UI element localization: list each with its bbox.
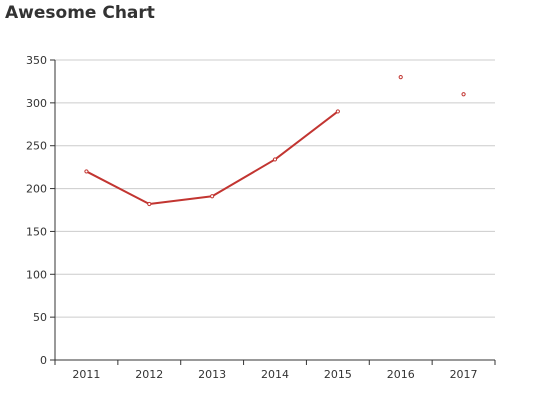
x-axis-tick-labels: 2011 2012 2013 2014 2015 2016 2017 (72, 368, 477, 381)
data-points (84, 75, 466, 207)
data-point (461, 92, 466, 97)
data-point (210, 194, 215, 199)
x-tick-label: 2017 (450, 368, 478, 381)
data-point (147, 201, 152, 207)
chart-title: Awesome Chart (5, 3, 155, 23)
y-tick-label: 0 (40, 354, 47, 367)
y-tick-label: 150 (26, 225, 47, 238)
grid-lines (55, 59, 495, 318)
x-tick-label: 2013 (198, 368, 226, 381)
data-point (272, 157, 278, 162)
y-tick-label: 200 (26, 183, 47, 196)
y-tick-label: 50 (33, 311, 47, 324)
y-tick-label: 350 (26, 54, 47, 67)
data-point (84, 169, 89, 174)
data-point (398, 75, 403, 80)
data-point (335, 109, 340, 114)
y-tick-label: 250 (26, 140, 47, 153)
x-tick-label: 2014 (261, 368, 289, 381)
x-tick-label: 2011 (72, 368, 100, 381)
y-tick-label: 100 (26, 268, 47, 281)
x-tick-label: 2015 (324, 368, 352, 381)
series-line (85, 110, 339, 205)
y-axis-tick-labels: 0 50 100 150 200 250 300 350 (26, 54, 47, 367)
x-tick-label: 2016 (387, 368, 415, 381)
x-tick-label: 2012 (135, 368, 163, 381)
series-line-layer (85, 110, 339, 205)
axes (50, 59, 496, 365)
y-tick-label: 300 (26, 97, 47, 110)
